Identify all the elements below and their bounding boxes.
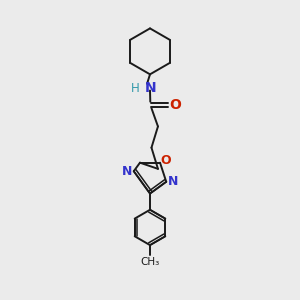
Text: N: N <box>122 165 133 178</box>
Text: O: O <box>160 154 171 167</box>
Text: N: N <box>145 81 156 95</box>
Text: N: N <box>167 175 178 188</box>
Text: CH₃: CH₃ <box>140 257 160 267</box>
Text: O: O <box>169 98 181 112</box>
Text: H: H <box>131 82 140 95</box>
